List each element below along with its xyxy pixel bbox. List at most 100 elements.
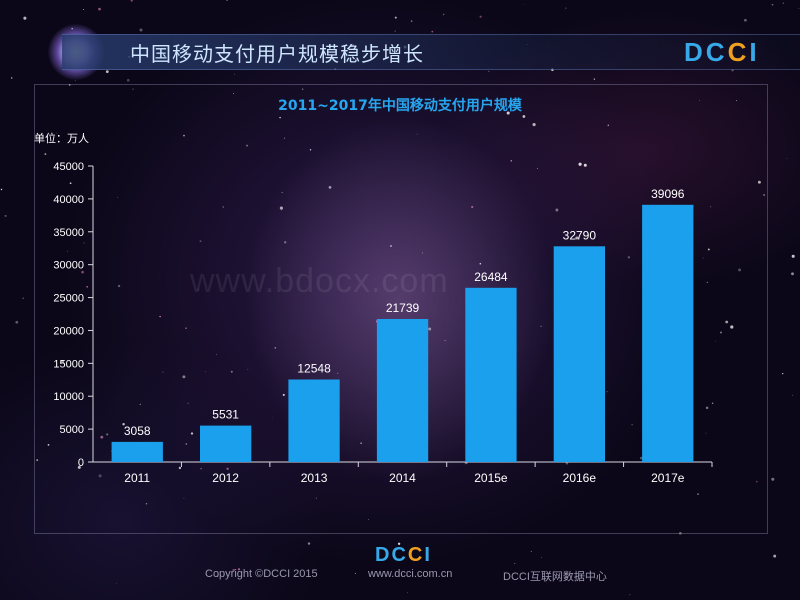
star bbox=[284, 241, 287, 244]
star bbox=[791, 254, 795, 258]
star bbox=[720, 331, 722, 334]
star bbox=[81, 270, 84, 274]
star bbox=[68, 84, 71, 86]
star bbox=[271, 417, 273, 419]
bar-2012 bbox=[200, 425, 252, 462]
star bbox=[198, 289, 199, 291]
star bbox=[578, 162, 582, 166]
star bbox=[367, 518, 369, 520]
star bbox=[226, 467, 229, 470]
star bbox=[711, 402, 714, 404]
star bbox=[309, 149, 312, 151]
star bbox=[216, 354, 217, 355]
star bbox=[360, 442, 362, 445]
star bbox=[222, 206, 224, 208]
star bbox=[389, 274, 391, 276]
watermark: www.bdocx.com bbox=[190, 262, 449, 300]
star bbox=[282, 393, 285, 396]
star bbox=[132, 88, 134, 90]
star bbox=[583, 163, 587, 167]
star bbox=[226, 0, 228, 1]
data-label: 21739 bbox=[386, 301, 420, 315]
x-tick-label: 2016e bbox=[563, 471, 597, 485]
star bbox=[479, 15, 482, 18]
star bbox=[791, 272, 794, 276]
star bbox=[36, 459, 39, 462]
star bbox=[233, 73, 235, 75]
star bbox=[233, 93, 234, 95]
star bbox=[763, 194, 765, 196]
star bbox=[216, 575, 219, 578]
star bbox=[639, 456, 643, 460]
star bbox=[699, 100, 700, 101]
star bbox=[540, 557, 543, 559]
y-tick-label: 30000 bbox=[53, 260, 84, 272]
star bbox=[126, 78, 130, 82]
star bbox=[593, 78, 596, 80]
footer-website[interactable]: www.dcci.com.cn bbox=[368, 568, 453, 580]
star bbox=[232, 568, 235, 572]
star bbox=[523, 4, 524, 5]
star bbox=[738, 268, 742, 272]
star bbox=[566, 575, 569, 579]
star bbox=[100, 435, 104, 439]
star bbox=[10, 77, 13, 79]
star bbox=[707, 248, 710, 251]
y-tick-label: 10000 bbox=[53, 391, 84, 403]
star bbox=[394, 16, 397, 19]
star bbox=[279, 116, 281, 119]
star bbox=[139, 28, 143, 32]
star bbox=[771, 3, 774, 6]
data-label: 5531 bbox=[212, 408, 239, 422]
star bbox=[697, 493, 699, 495]
star bbox=[410, 20, 413, 22]
star bbox=[47, 444, 50, 446]
star bbox=[678, 531, 682, 535]
star bbox=[735, 100, 738, 102]
footer-logo-text: DCCI bbox=[375, 544, 432, 566]
star bbox=[67, 250, 68, 252]
star bbox=[444, 339, 446, 341]
y-tick-label: 25000 bbox=[53, 293, 84, 305]
star bbox=[122, 422, 125, 426]
star bbox=[471, 205, 474, 209]
y-tick-label: 35000 bbox=[53, 227, 84, 239]
x-tick-label: 2012 bbox=[212, 471, 239, 485]
star bbox=[757, 180, 761, 184]
x-tick-label: 2011 bbox=[124, 471, 150, 485]
bar-2015e bbox=[465, 287, 517, 462]
star bbox=[178, 466, 182, 470]
data-label: 3058 bbox=[124, 424, 151, 438]
y-tick-label: 5000 bbox=[60, 424, 84, 436]
star bbox=[0, 188, 3, 191]
star bbox=[565, 7, 567, 9]
star bbox=[629, 594, 631, 596]
star bbox=[773, 554, 777, 558]
star bbox=[200, 468, 202, 470]
star bbox=[422, 252, 423, 254]
star bbox=[117, 284, 121, 288]
star bbox=[130, 0, 133, 2]
star bbox=[416, 133, 418, 135]
star bbox=[565, 461, 569, 465]
star bbox=[786, 158, 788, 160]
dcci-logo-text: DCCI bbox=[684, 37, 760, 67]
star bbox=[390, 245, 392, 247]
bar-2017e bbox=[642, 204, 694, 463]
header-bar bbox=[62, 34, 800, 70]
star bbox=[510, 160, 513, 162]
star bbox=[83, 8, 85, 11]
star bbox=[185, 443, 187, 445]
star bbox=[522, 115, 526, 118]
bar-2013 bbox=[288, 379, 340, 462]
data-label: 12548 bbox=[297, 361, 331, 375]
star bbox=[106, 433, 109, 436]
star bbox=[627, 256, 631, 259]
star bbox=[394, 30, 396, 32]
x-tick-label: 2013 bbox=[301, 471, 328, 485]
star bbox=[536, 167, 539, 170]
star bbox=[301, 88, 304, 90]
star bbox=[283, 137, 286, 139]
star bbox=[705, 432, 707, 434]
